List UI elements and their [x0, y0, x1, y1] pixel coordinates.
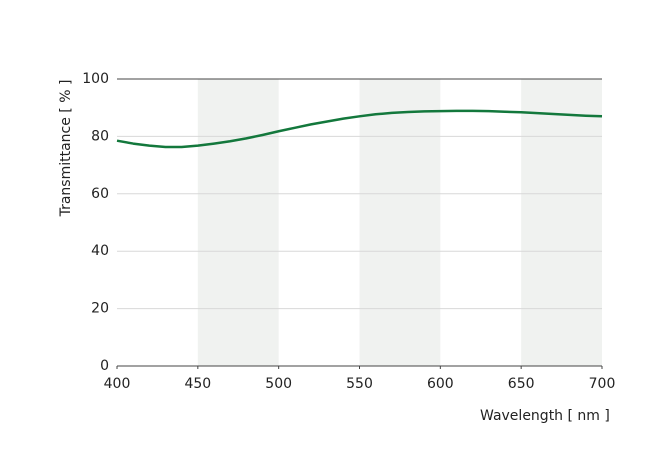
y-axis-label: Transmittance [ % ] — [58, 80, 74, 218]
x-tick-label: 600 — [427, 376, 454, 392]
x-tick-label: 650 — [508, 376, 535, 392]
y-tick-label: 80 — [91, 128, 109, 144]
x-tick-label: 500 — [265, 376, 292, 392]
x-tick-label: 700 — [589, 376, 616, 392]
y-tick-label: 0 — [100, 358, 109, 374]
y-tick-label: 100 — [82, 71, 109, 87]
data-line — [116, 109, 603, 149]
shaded-band — [197, 79, 279, 366]
shaded-band — [521, 79, 602, 366]
x-tick-label: 400 — [104, 376, 131, 392]
x-axis-label: Wavelength [ nm ] — [480, 408, 610, 424]
y-tick-label: 60 — [91, 186, 109, 202]
x-tick-label: 550 — [346, 376, 373, 392]
shaded-band — [359, 79, 441, 366]
y-tick-label: 20 — [91, 301, 109, 317]
y-tick-label: 40 — [91, 243, 109, 259]
x-tick-label: 450 — [184, 376, 211, 392]
